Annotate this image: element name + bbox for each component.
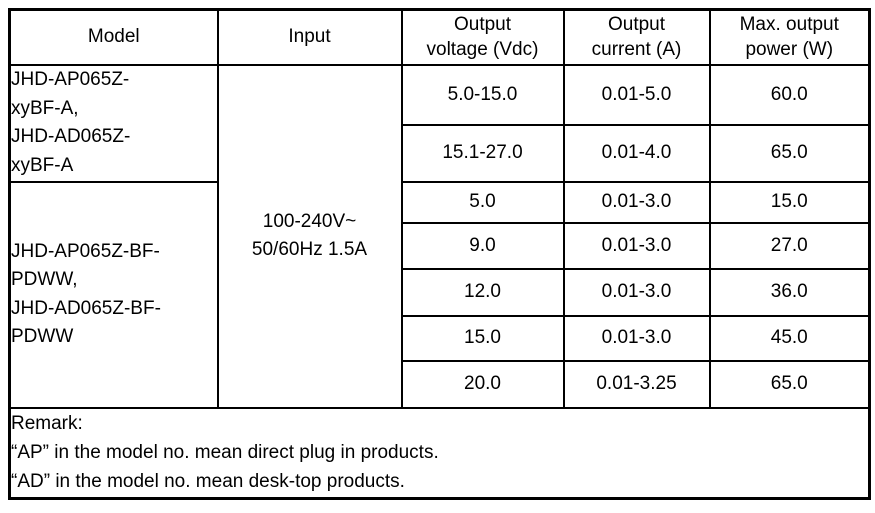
table-row: 15.1-27.0 0.01-4.0 65.0 (10, 123, 871, 183)
remark-row: Remark: “AP” in the model no. mean direc… (8, 406, 871, 500)
power-spec-table: Model Input Output voltage (Vdc) Output … (8, 8, 871, 500)
output-voltage-cell: 5.0 (400, 180, 565, 224)
output-voltage-cell: 15.1-27.0 (400, 123, 565, 183)
output-current-cell: 0.01-3.0 (562, 180, 711, 224)
header-row: Model Input Output voltage (Vdc) Output … (8, 8, 871, 66)
output-voltage-cell: 12.0 (400, 267, 565, 317)
col-header-output-voltage: Output voltage (Vdc) (400, 8, 565, 66)
output-current-cell: 0.01-3.0 (562, 267, 711, 317)
output-voltage-cell: 15.0 (400, 314, 565, 362)
remark-ap-note: “AP” in the model no. mean direct plug i… (11, 441, 439, 463)
table-row: 9.0 0.01-3.0 27.0 (10, 221, 871, 270)
max-output-power-cell: 27.0 (708, 221, 871, 270)
table-row: JHD-AP065Z-BF- PDWW, JHD-AD065Z-BF- PDWW… (8, 180, 871, 409)
table-row: 15.0 0.01-3.0 45.0 (10, 314, 871, 362)
max-output-power-cell: 45.0 (708, 314, 871, 362)
max-output-power-cell: 60.0 (708, 63, 871, 126)
table-row: 20.0 0.01-3.25 65.0 (10, 359, 871, 409)
table-row: JHD-AP065Z- xyBF-A, JHD-AD065Z- xyBF-A 1… (8, 63, 871, 409)
output-current-cell: 0.01-4.0 (562, 123, 711, 183)
output-voltage-cell: 5.0-15.0 (400, 63, 565, 126)
output-voltage-cell: 9.0 (400, 221, 565, 270)
input-spec-cell: 100-240V~ 50/60Hz 1.5A (216, 63, 403, 409)
max-output-power-cell: 65.0 (708, 123, 871, 183)
output-current-cell: 0.01-3.0 (562, 314, 711, 362)
remark-cell: Remark: “AP” in the model no. mean direc… (8, 406, 871, 500)
model-group-xybf-cell: JHD-AP065Z- xyBF-A, JHD-AD065Z- xyBF-A (8, 63, 219, 183)
max-output-power-cell: 15.0 (708, 180, 871, 224)
col-header-input: Input (216, 8, 403, 66)
col-header-max-output-power: Max. output power (W) (708, 8, 871, 66)
col-header-model: Model (8, 8, 219, 66)
model-group-pdww-cell: JHD-AP065Z-BF- PDWW, JHD-AD065Z-BF- PDWW (8, 180, 219, 409)
output-current-cell: 0.01-5.0 (562, 63, 711, 126)
output-voltage-cell: 20.0 (400, 359, 565, 409)
col-header-output-current: Output current (A) (562, 8, 711, 66)
max-output-power-cell: 36.0 (708, 267, 871, 317)
remark-title: Remark: (11, 412, 83, 434)
remark-ad-note: “AD” in the model no. mean desk-top prod… (11, 471, 405, 493)
output-current-cell: 0.01-3.25 (562, 359, 711, 409)
output-current-cell: 0.01-3.0 (562, 221, 711, 270)
max-output-power-cell: 65.0 (708, 359, 871, 409)
table-row: 12.0 0.01-3.0 36.0 (10, 267, 871, 317)
